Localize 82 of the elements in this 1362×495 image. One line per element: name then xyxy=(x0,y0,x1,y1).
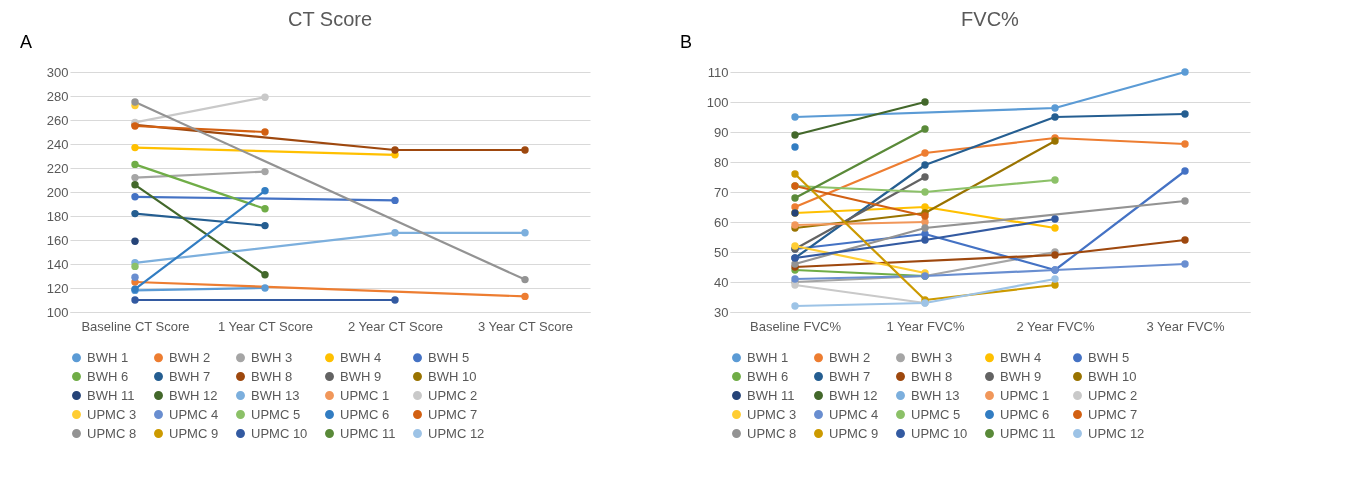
legend-label: BWH 13 xyxy=(911,387,960,403)
legend-label: UPMC 4 xyxy=(169,406,219,422)
legend-label: UPMC 9 xyxy=(829,425,879,441)
legend-label: UPMC 3 xyxy=(87,406,137,422)
y-tick-label: 260 xyxy=(46,112,69,128)
x-tick-label: 1 Year FVC% xyxy=(886,318,965,334)
y-tick-label: 120 xyxy=(46,280,69,296)
chart-title: FVC% xyxy=(961,8,1020,30)
legend-label: BWH 6 xyxy=(87,368,129,384)
y-tick-label: 50 xyxy=(714,244,729,260)
legend-label: UPMC 6 xyxy=(340,406,390,422)
legend-label: BWH 2 xyxy=(169,349,211,365)
text: A xyxy=(20,32,33,52)
legend-label: BWH 12 xyxy=(829,387,878,403)
legend-label: UPMC 4 xyxy=(829,406,879,422)
legend-label: UPMC 8 xyxy=(87,425,137,441)
y-tick-label: 140 xyxy=(46,256,69,272)
legend-label: BWH 8 xyxy=(251,368,293,384)
y-tick-label: 90 xyxy=(714,124,729,140)
x-tick-label: 3 Year FVC% xyxy=(1146,318,1225,334)
legend-label: BWH 9 xyxy=(340,368,382,384)
legend-label: BWH 6 xyxy=(747,368,789,384)
legend-label: UPMC 6 xyxy=(1000,406,1050,422)
legend-label: BWH 13 xyxy=(251,387,300,403)
legend-label: UPMC 2 xyxy=(1088,387,1138,403)
legend-label: UPMC 5 xyxy=(911,406,961,422)
y-tick-label: 70 xyxy=(714,184,729,200)
legend-label: UPMC 3 xyxy=(747,406,797,422)
legend-label: BWH 2 xyxy=(829,349,871,365)
legend-label: BWH 3 xyxy=(251,349,293,365)
legend-label: BWH 11 xyxy=(87,387,135,403)
y-tick-label: 60 xyxy=(714,214,729,230)
y-tick-label: 200 xyxy=(46,184,69,200)
legend-label: UPMC 10 xyxy=(911,425,968,441)
y-tick-label: 110 xyxy=(707,64,729,80)
legend-label: BWH 10 xyxy=(428,368,477,384)
legend-label: BWH 5 xyxy=(428,349,470,365)
y-tick-label: 300 xyxy=(46,64,69,80)
legend-label: BWH 3 xyxy=(911,349,953,365)
legend-label: UPMC 9 xyxy=(169,425,219,441)
legend-label: UPMC 11 xyxy=(1000,425,1056,441)
legend-label: BWH 11 xyxy=(747,387,795,403)
legend-label: UPMC 8 xyxy=(747,425,797,441)
legend-label: BWH 4 xyxy=(340,349,382,365)
legend-label: BWH 9 xyxy=(1000,368,1042,384)
legend-label: UPMC 7 xyxy=(428,406,478,422)
chart-title: CT Score xyxy=(287,8,373,30)
legend-label: BWH 7 xyxy=(829,368,871,384)
x-tick-label: Baseline FVC% xyxy=(749,318,842,334)
x-tick-label: 2 Year CT Score xyxy=(347,318,444,334)
legend-label: UPMC 7 xyxy=(1088,406,1138,422)
y-tick-label: 180 xyxy=(46,208,69,224)
text: B xyxy=(680,32,693,52)
legend-label: BWH 10 xyxy=(1088,368,1137,384)
legend-label: UPMC 12 xyxy=(428,425,485,441)
x-tick-label: 1 Year CT Score xyxy=(217,318,314,334)
legend-label: BWH 1 xyxy=(87,349,129,365)
y-tick-label: 30 xyxy=(714,304,729,320)
y-tick-label: 220 xyxy=(46,160,69,176)
legend-label: UPMC 5 xyxy=(251,406,301,422)
x-tick-label: 3 Year CT Score xyxy=(477,318,574,334)
y-tick-label: 40 xyxy=(714,274,729,290)
legend-label: BWH 7 xyxy=(169,368,211,384)
x-tick-label: 2 Year FVC% xyxy=(1016,318,1095,334)
y-tick-label: 160 xyxy=(46,232,69,248)
legend-label: UPMC 11 xyxy=(340,425,396,441)
legend-label: BWH 5 xyxy=(1088,349,1130,365)
legend-label: BWH 12 xyxy=(169,387,218,403)
legend-label: UPMC 2 xyxy=(428,387,478,403)
legend-label: BWH 4 xyxy=(1000,349,1042,365)
legend-label: UPMC 1 xyxy=(340,387,390,403)
x-tick-label: Baseline CT Score xyxy=(81,318,190,334)
legend-label: BWH 1 xyxy=(747,349,789,365)
legend-label: UPMC 10 xyxy=(251,425,308,441)
legend-label: UPMC 1 xyxy=(1000,387,1050,403)
y-tick-label: 100 xyxy=(46,304,69,320)
legend-label: UPMC 12 xyxy=(1088,425,1145,441)
y-tick-label: 80 xyxy=(714,154,729,170)
legend-label: BWH 8 xyxy=(911,368,953,384)
y-tick-label: 100 xyxy=(706,94,729,110)
y-tick-label: 240 xyxy=(46,136,69,152)
y-tick-label: 280 xyxy=(46,88,69,104)
